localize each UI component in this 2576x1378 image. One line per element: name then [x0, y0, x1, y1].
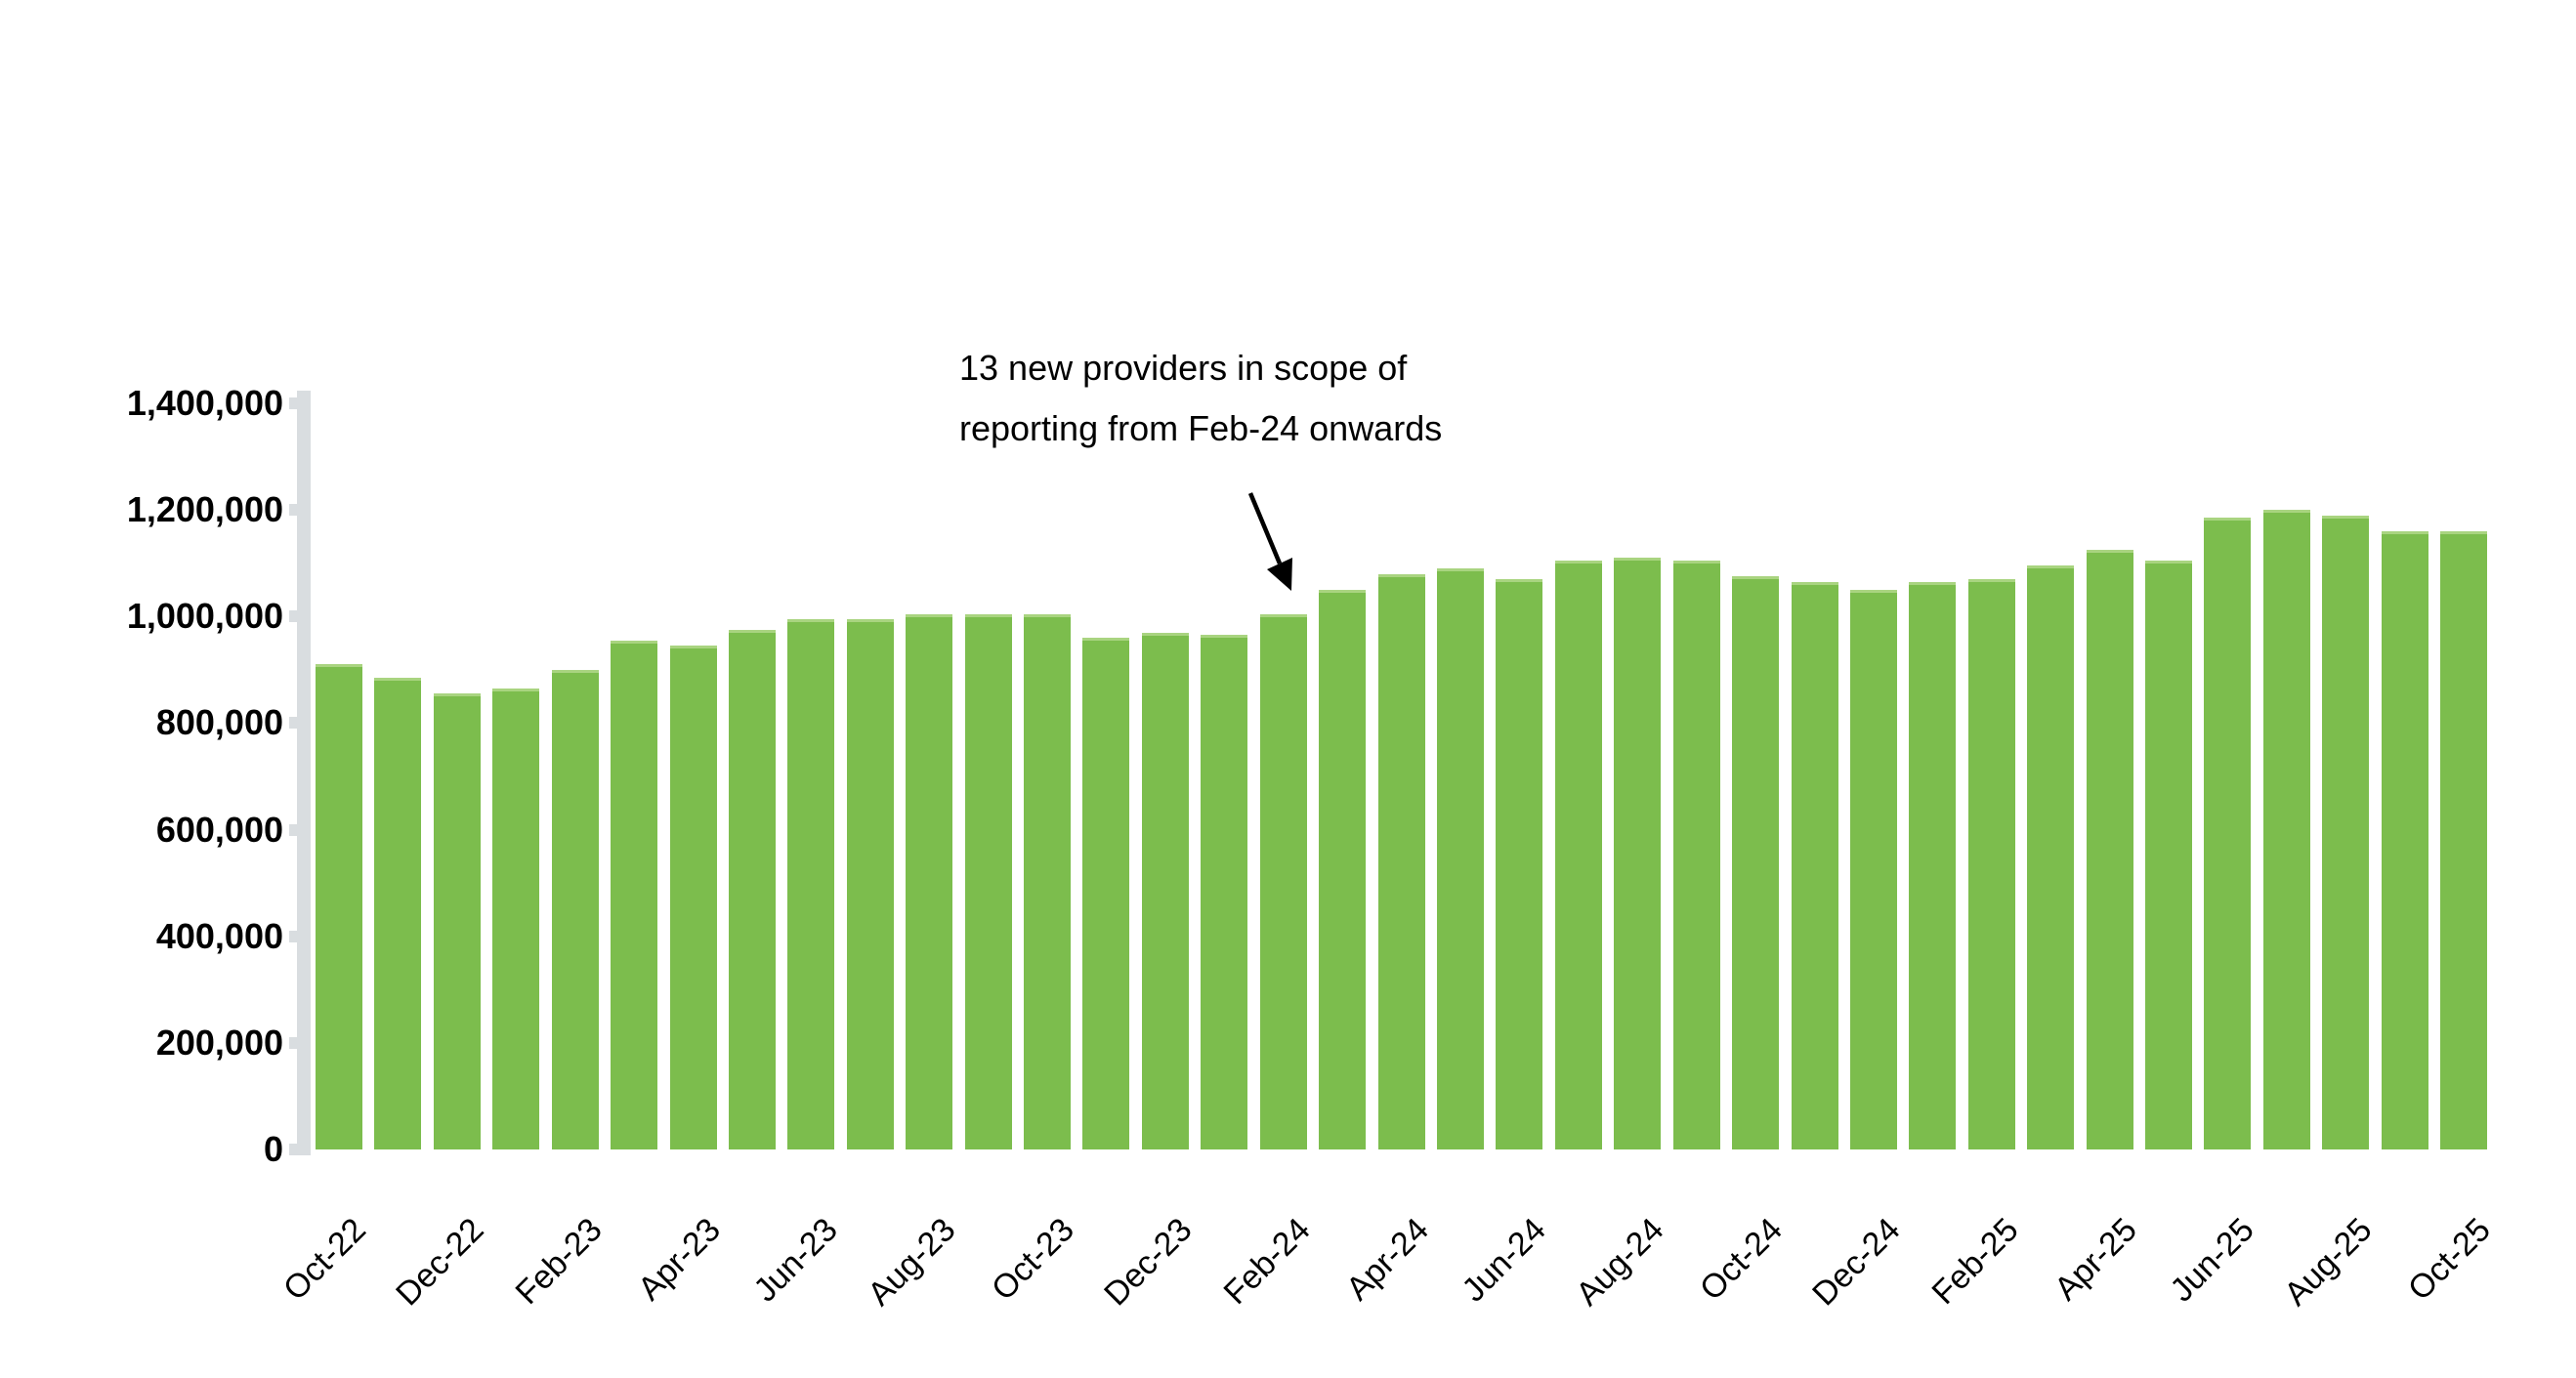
x-axis-tick-label-text: Apr-25: [2047, 1211, 2144, 1309]
x-axis-tick-label-text: Oct-23: [984, 1211, 1081, 1309]
y-axis-tick-label: 0: [263, 1129, 283, 1169]
bar-Oct-22: [316, 664, 362, 1149]
bar-Apr-23: [670, 646, 717, 1149]
x-axis-tick-label-text: Aug-23: [861, 1211, 963, 1314]
y-axis-tick: [289, 397, 311, 409]
bar-Aug-23: [906, 614, 952, 1149]
bar-Apr-25: [2087, 550, 2133, 1149]
y-axis-tick: [289, 824, 311, 836]
y-axis-tick: [289, 610, 311, 622]
bar-Jan-24: [1201, 635, 1247, 1149]
x-axis-tick-label-text: Feb-25: [1924, 1211, 2026, 1313]
bar-Jun-23: [787, 619, 834, 1149]
bar-Jun-25: [2204, 518, 2251, 1149]
annotation: 13 new providers in scope of reporting f…: [959, 338, 1442, 459]
bar-Nov-24: [1792, 582, 1838, 1149]
bar-Sep-23: [965, 614, 1012, 1149]
x-axis-tick-label-text: Aug-25: [2277, 1211, 2380, 1314]
bar-Aug-24: [1614, 558, 1661, 1149]
bar-Feb-23: [552, 670, 599, 1149]
y-axis-tick-label: 800,000: [155, 702, 283, 742]
bar-May-25: [2145, 561, 2192, 1149]
bar-Jul-23: [847, 619, 894, 1149]
bar-Oct-25: [2440, 531, 2487, 1149]
bar-Jul-25: [2263, 510, 2310, 1149]
bar-Nov-23: [1082, 638, 1129, 1149]
bar-Feb-25: [1968, 579, 2015, 1149]
bar-Aug-25: [2322, 516, 2369, 1149]
x-axis-tick-label-text: Oct-24: [1692, 1211, 1790, 1309]
x-axis-tick-label-text: Jun-23: [746, 1211, 845, 1310]
x-axis-tick-label-text: Dec-24: [1805, 1211, 1908, 1314]
bar-Sep-25: [2382, 531, 2428, 1149]
bar-Feb-24: [1260, 614, 1307, 1149]
y-axis-tick-label: 600,000: [155, 810, 283, 850]
y-axis-tick: [289, 1144, 311, 1155]
x-axis-tick-label-text: Feb-24: [1216, 1211, 1318, 1313]
x-axis-tick-label-text: Jun-24: [1455, 1211, 1553, 1310]
y-axis-tick: [289, 931, 311, 942]
bar-Oct-23: [1024, 614, 1071, 1149]
bar-Jul-24: [1555, 561, 1602, 1149]
bar-Oct-24: [1732, 576, 1779, 1149]
bar-Jun-24: [1496, 579, 1542, 1149]
x-axis-tick-label-text: Aug-24: [1569, 1211, 1671, 1314]
x-axis-tick-label-text: Apr-24: [1338, 1211, 1436, 1309]
y-axis-tick-label: 200,000: [155, 1023, 283, 1063]
y-axis-tick-label: 400,000: [155, 916, 283, 956]
y-axis-tick: [289, 717, 311, 729]
y-axis-tick: [289, 504, 311, 516]
annotation-line-2: reporting from Feb-24 onwards: [959, 408, 1443, 448]
x-axis-tick-label-text: Feb-23: [508, 1211, 610, 1313]
bar-Dec-24: [1850, 590, 1897, 1149]
bar-Dec-22: [434, 693, 481, 1149]
y-axis-tick-label: 1,400,000: [126, 383, 283, 423]
bar-Mar-25: [2027, 565, 2074, 1149]
y-axis-tick-label: 1,200,000: [126, 489, 283, 529]
x-axis-tick-label-text: Oct-22: [275, 1211, 373, 1309]
bar-May-24: [1437, 568, 1484, 1149]
bar-Mar-23: [611, 641, 657, 1149]
annotation-arrow-icon: [1247, 492, 1292, 591]
y-axis-line: [297, 391, 311, 1154]
bar-Jan-25: [1909, 582, 1956, 1149]
bar-Jan-23: [492, 689, 539, 1149]
bar-Apr-24: [1378, 574, 1425, 1149]
bar-May-23: [729, 630, 776, 1149]
bar-Mar-24: [1319, 590, 1366, 1149]
x-axis-tick-label-text: Dec-23: [1097, 1211, 1200, 1314]
y-axis-tick-label: 1,000,000: [126, 596, 283, 636]
bar-Sep-24: [1673, 561, 1720, 1149]
x-axis-tick-label-text: Apr-23: [630, 1211, 728, 1309]
bar-Nov-22: [374, 678, 421, 1149]
y-axis-tick: [289, 1037, 311, 1049]
bar-Dec-23: [1142, 633, 1189, 1149]
x-axis-tick-label-text: Oct-25: [2400, 1211, 2498, 1309]
annotation-line-1: 13 new providers in scope of: [959, 348, 1408, 388]
x-axis-tick-label-text: Dec-22: [389, 1211, 491, 1314]
x-axis-tick-label-text: Jun-25: [2163, 1211, 2261, 1310]
